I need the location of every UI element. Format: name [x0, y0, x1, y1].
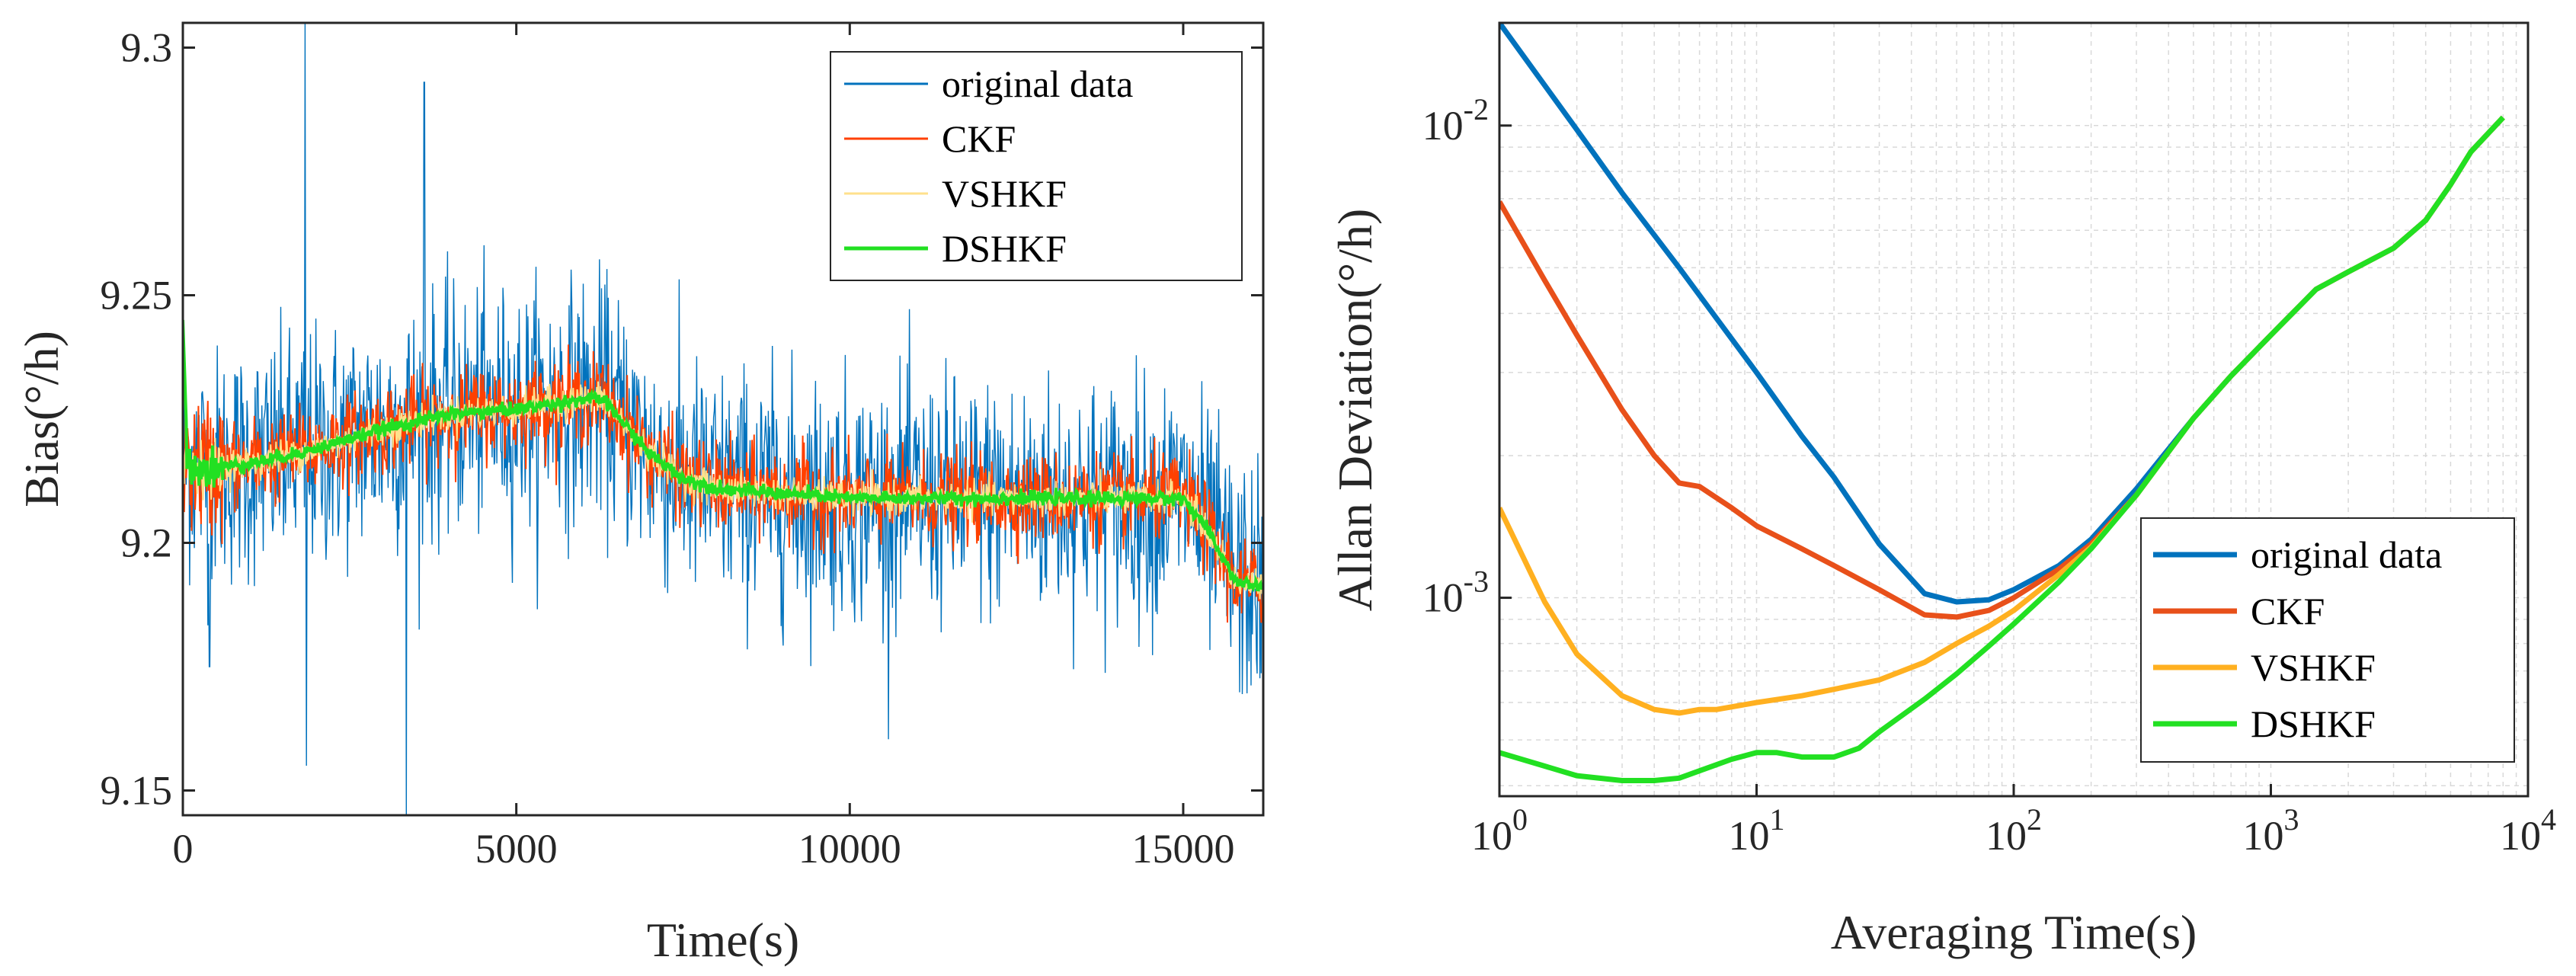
bias-series-original-data: [183, 23, 1263, 815]
bias-legend-label: DSHKF: [942, 227, 1067, 270]
bias-legend: original data CKF VSHKF DSHKF: [830, 51, 1243, 281]
allan-y-tick-label: 10-2: [1422, 92, 1489, 149]
bias-x-axis-label: Time(s): [647, 913, 799, 967]
allan-x-tick-label: 102: [1986, 802, 2042, 859]
allan-legend: original data CKF VSHKF DSHKF: [2140, 517, 2515, 763]
allan-x-axis-label: Averaging Time(s): [1831, 905, 2197, 959]
allan-legend-label: VSHKF: [2251, 646, 2376, 689]
bias-series-dshkf: [183, 319, 1263, 592]
bias-series-ckf: [183, 344, 1263, 623]
allan-x-tick-label: 101: [1729, 802, 1785, 859]
bias-x-tick-label: 5000: [475, 826, 558, 872]
allan-x-tick-label: 103: [2243, 802, 2299, 859]
bias-y-tick-label: 9.15: [101, 768, 173, 814]
allan-x-tick-label: 104: [2500, 802, 2556, 859]
allan-deviation-chart: 100 101 102 103 104 10-3 10-2 Averaging Time(s…: [1328, 21, 2556, 959]
bias-y-tick-label: 9.25: [101, 273, 173, 318]
bias-time-chart: 0 5000 10000 15000 9.15 9.2 9.25 9.3 Time(s) Bi…: [14, 21, 1265, 967]
allan-y-tick-label: 10-3: [1422, 565, 1489, 621]
bias-x-tick-label: 0: [173, 826, 194, 872]
bias-legend-label: VSHKF: [942, 172, 1067, 215]
bias-legend-box: [830, 51, 1243, 281]
bias-plot-frame: [181, 21, 1265, 817]
bias-legend-label: original data: [942, 62, 1133, 105]
bias-x-tick-label: 15000: [1131, 826, 1234, 872]
bias-ticks: 0 5000 10000 15000 9.15 9.2 9.25 9.3: [101, 23, 1263, 872]
bias-x-tick-label: 10000: [798, 826, 901, 872]
bias-y-axis-label: Bias(°/h): [14, 331, 69, 507]
allan-x-tick-label: 100: [1471, 802, 1528, 859]
allan-series-dshkf: [1499, 115, 2505, 783]
allan-legend-label: DSHKF: [2251, 702, 2376, 745]
bias-y-tick-label: 9.3: [121, 25, 173, 71]
allan-series-group: [1499, 23, 2505, 783]
bias-series-group: [183, 23, 1263, 815]
allan-legend-label: original data: [2251, 533, 2442, 576]
allan-y-axis-label: Allan Deviation(°/h): [1328, 209, 1382, 612]
bias-y-tick-label: 9.2: [121, 520, 173, 566]
allan-legend-label: CKF: [2251, 590, 2325, 632]
allan-ticks: 100 101 102 103 104 10-3 10-2: [1422, 92, 2556, 859]
bias-legend-label: CKF: [942, 117, 1016, 160]
